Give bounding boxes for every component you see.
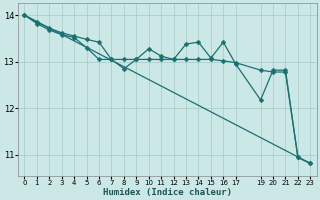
X-axis label: Humidex (Indice chaleur): Humidex (Indice chaleur) [103, 188, 232, 197]
